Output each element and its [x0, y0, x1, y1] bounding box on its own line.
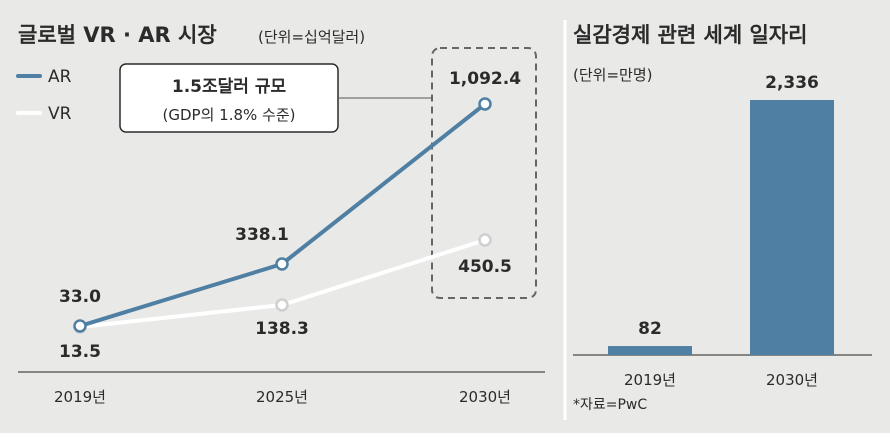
legend: AR VR — [16, 67, 72, 124]
data-label-vr: 138.3 — [255, 319, 309, 339]
bar-chart-bars: 82 2019년 2,336 2030년 — [608, 73, 834, 389]
bar-value-label: 2,336 — [765, 73, 819, 93]
data-point-ar — [73, 319, 87, 333]
bar-chart-unit: (단위=만명) — [573, 66, 652, 84]
legend-ar-label: AR — [48, 67, 72, 87]
data-label-ar: 33.0 — [59, 287, 101, 307]
data-point-vr — [275, 298, 289, 312]
data-label-vr: 450.5 — [458, 257, 512, 277]
series-line-ar — [79, 102, 487, 328]
bar-x-tick-label: 2019년 — [624, 371, 676, 389]
line-chart-ticks: 2019년 2025년 2030년 — [54, 388, 511, 406]
line-chart-unit: (단위=십억달러) — [258, 28, 365, 46]
callout: 1.5조달러 규모 (GDP의 1.8% 수준) — [119, 63, 432, 133]
line-x-tick-label: 2025년 — [256, 388, 308, 406]
source-note: *자료=PwC — [573, 397, 647, 413]
data-point-ar — [478, 97, 492, 111]
callout-headline: 1.5조달러 규모 — [172, 76, 287, 97]
data-label-ar: 1,092.4 — [449, 69, 521, 89]
legend-vr-label: VR — [48, 104, 72, 124]
data-point-ar — [275, 257, 289, 271]
line-chart-data-labels: 33.0 338.1 1,092.4 13.5 138.3 450.5 — [59, 69, 521, 362]
data-label-ar: 338.1 — [235, 225, 289, 245]
data-label-vr: 13.5 — [59, 342, 101, 362]
highlight-2030-box — [431, 47, 537, 299]
bar-x-tick-label: 2030년 — [766, 371, 818, 389]
bar-2 — [750, 100, 834, 355]
line-chart-title: 글로벌 VR · AR 시장 — [18, 23, 217, 47]
bar-1 — [608, 346, 692, 355]
callout-subline: (GDP의 1.8% 수준) — [163, 106, 296, 124]
data-point-vr — [478, 233, 492, 247]
line-chart-series — [73, 97, 492, 334]
bar-chart-title: 실감경제 관련 세계 일자리 — [573, 23, 807, 47]
line-x-tick-label: 2019년 — [54, 388, 106, 406]
bar-value-label: 82 — [638, 319, 662, 339]
line-x-tick-label: 2030년 — [459, 388, 511, 406]
series-line-vr — [79, 238, 486, 329]
